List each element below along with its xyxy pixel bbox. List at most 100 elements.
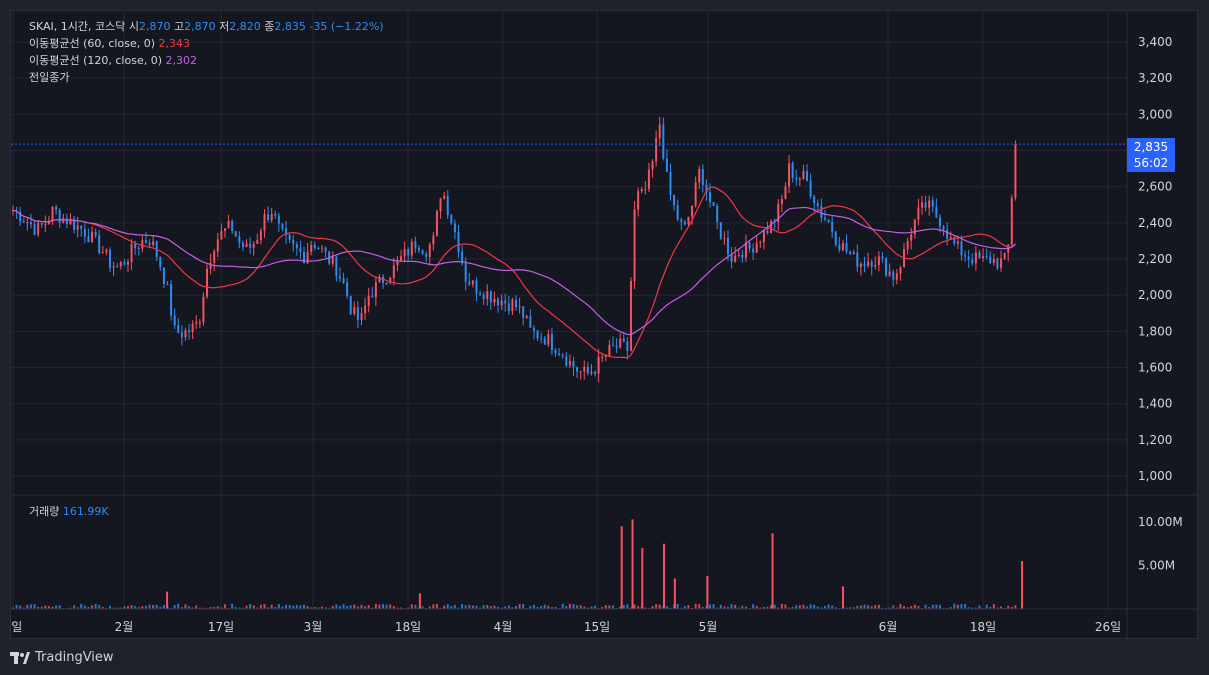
candle-body	[73, 218, 76, 230]
candle-body	[705, 184, 708, 192]
volume-bar	[500, 607, 503, 609]
volume-bar	[626, 604, 629, 609]
chart-canvas[interactable]: 3,4003,2003,0002,8002,6002,4002,2002,000…	[11, 11, 1199, 640]
legend-ma120[interactable]: 이동평균선 (120, close, 0) 2,302	[29, 54, 197, 68]
volume-bar	[752, 604, 755, 609]
volume-bar	[482, 605, 485, 609]
volume-bar	[568, 603, 571, 609]
candle-body	[726, 238, 729, 255]
candle-body	[374, 282, 377, 298]
volume-axis: 10.00M 5.00M	[1138, 515, 1183, 573]
candle-body	[644, 188, 647, 190]
time-tick-label: 18일	[970, 620, 996, 634]
price-tick-label: 1,000	[1138, 469, 1172, 483]
volume-bar	[928, 607, 931, 609]
legend-prev-close[interactable]: 전일종가	[29, 71, 69, 85]
volume-bar	[55, 605, 58, 609]
candle-body	[249, 243, 252, 248]
volume-bar	[716, 607, 719, 609]
prev-close-label: 전일종가	[29, 71, 70, 84]
volume-bar	[641, 548, 644, 609]
candle-body	[62, 218, 65, 223]
volume-bar	[917, 606, 920, 609]
candles	[12, 116, 1017, 383]
legend-volume[interactable]: 거래량 161.99K	[29, 505, 109, 519]
volume-bar	[134, 606, 137, 609]
candle-body	[637, 191, 640, 210]
volume-bar	[709, 604, 712, 609]
candle-body	[565, 356, 568, 366]
volume-bar	[152, 604, 155, 609]
candle-body	[55, 207, 58, 211]
candle-body	[33, 224, 36, 235]
volume-bar	[737, 607, 740, 609]
price-tick-label: 2,000	[1138, 288, 1172, 302]
candle-body	[651, 161, 654, 170]
volume-bar	[522, 603, 525, 609]
candle-body	[608, 344, 611, 356]
volume-bar	[101, 607, 104, 609]
volume-bar	[1000, 606, 1003, 609]
last-price-value: 2,835	[1133, 140, 1169, 154]
candle-body	[353, 307, 356, 314]
candle-body	[795, 177, 798, 180]
volume-bar	[76, 607, 79, 609]
volume-bar	[680, 607, 683, 609]
volume-bar	[37, 607, 40, 609]
candle-body	[590, 371, 593, 374]
candle-body	[378, 276, 381, 283]
ma120-value: 2,302	[165, 54, 198, 67]
volume-bar	[663, 543, 665, 609]
candle-body	[177, 325, 180, 333]
volume-bar	[26, 604, 29, 609]
candle-body	[971, 259, 974, 264]
candle-body	[126, 261, 129, 265]
candle-body	[44, 224, 47, 226]
volume-bar	[123, 606, 126, 609]
volume-bar	[612, 605, 615, 609]
tradingview-logo[interactable]: TradingView	[10, 650, 114, 665]
candle-body	[489, 291, 492, 303]
legend-ma60[interactable]: 이동평균선 (60, close, 0) 2,343	[29, 37, 190, 51]
candle-body	[468, 281, 471, 285]
candle-body	[119, 262, 122, 267]
candle-body	[816, 203, 819, 207]
candle-body	[989, 256, 992, 263]
volume-bar	[867, 605, 870, 609]
candle-body	[410, 241, 413, 256]
volume-bar	[780, 603, 783, 609]
candle-body	[982, 256, 985, 259]
volume-bar	[44, 605, 47, 609]
volume-bar	[489, 605, 492, 609]
volume-bar	[629, 607, 632, 609]
candle-body	[80, 225, 83, 230]
ma60-value: 2,343	[158, 37, 191, 50]
volume-bar	[51, 606, 54, 609]
volume-bar	[130, 605, 133, 609]
candle-body	[371, 295, 374, 298]
candle-body	[109, 249, 112, 268]
candle-body	[349, 296, 352, 314]
candle-body	[913, 219, 916, 235]
candle-body	[809, 180, 812, 197]
volume-bar	[773, 604, 776, 609]
volume-bar	[899, 604, 902, 609]
volume-bar	[324, 607, 327, 609]
volume-bar	[184, 604, 187, 609]
volume-bar	[148, 604, 151, 609]
volume-bar	[712, 604, 715, 609]
candle-body	[985, 256, 988, 258]
candle-body	[906, 241, 909, 250]
legend-ohlc: SKAI, 1시간, 코스닥 시2,870 고2,870 저2,820 종2,8…	[29, 20, 384, 34]
volume-bar	[209, 607, 212, 609]
volume-bar	[428, 606, 431, 609]
candle-body	[550, 333, 553, 351]
volume-bar	[515, 606, 517, 609]
candle-body	[338, 276, 341, 279]
volume-bar	[249, 604, 252, 609]
candle-body	[827, 219, 830, 222]
ma120-line	[12, 206, 1016, 336]
candle-body	[274, 213, 277, 216]
volume-bar	[906, 607, 909, 609]
candle-body	[137, 248, 140, 250]
